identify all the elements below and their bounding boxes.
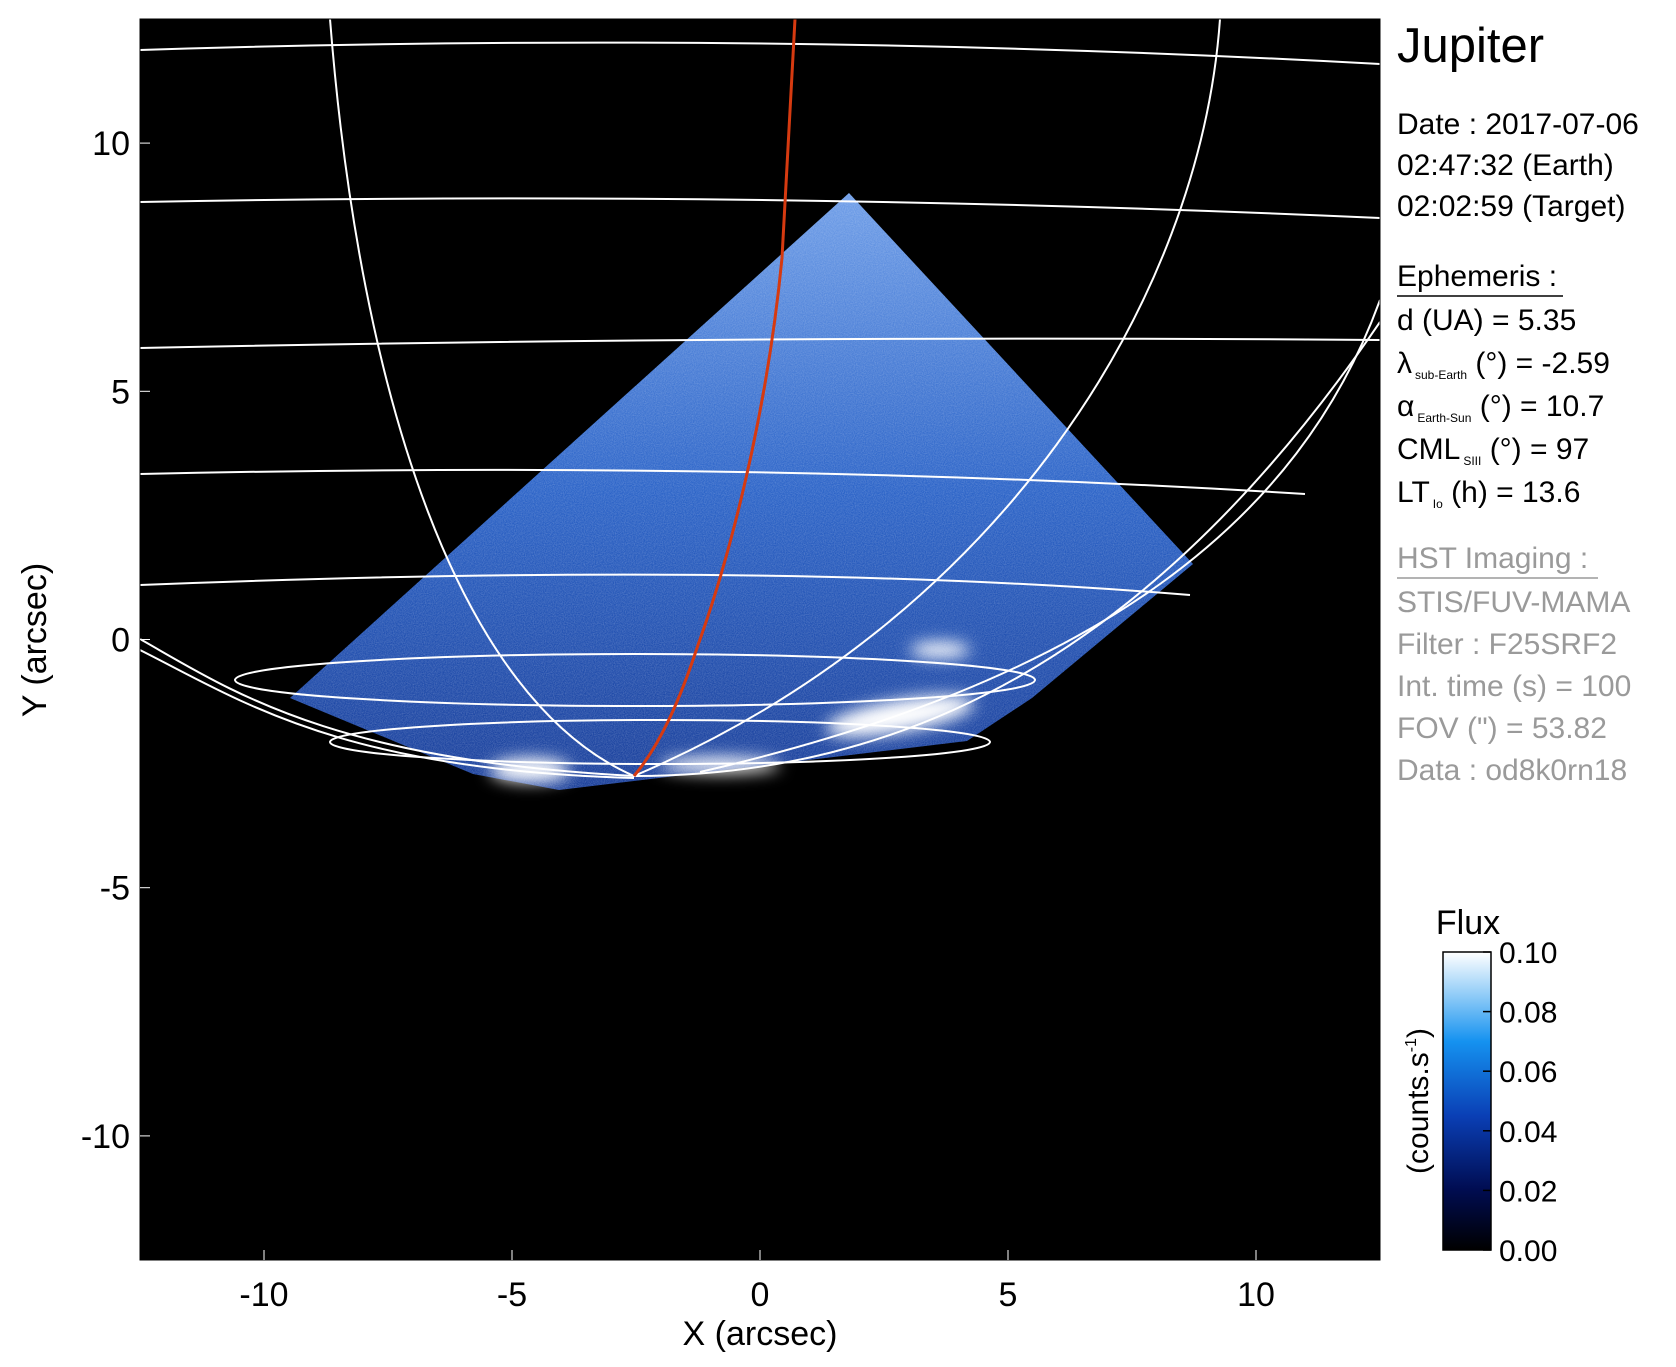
ephemeris-symbol: d (UA) = 5.35 (1397, 304, 1576, 337)
colorbar-tick-label: 0.06 (1499, 1056, 1557, 1089)
ephemeris-line: CML SIII (°) = 97 (1397, 433, 1589, 468)
colorbar-tick-label: 0.10 (1499, 937, 1557, 970)
image-panel (140, 19, 1380, 1260)
y-tick-label: -10 (81, 1118, 130, 1156)
colorbar-tick-label: 0.00 (1499, 1235, 1557, 1268)
x-tick-label: -5 (497, 1276, 527, 1314)
colorbar-tick-label: 0.04 (1499, 1116, 1557, 1149)
date-line: 02:47:32 (Earth) (1397, 149, 1614, 182)
planet-grid (140, 19, 1380, 779)
colorbar-tick-label: 0.08 (1499, 997, 1557, 1030)
y-tick-label: 5 (111, 373, 130, 411)
ephemeris-subscript: sub-Earth (1415, 368, 1467, 382)
ephemeris-line: λ sub-Earth (°) = -2.59 (1397, 347, 1610, 382)
ephemeris-symbol: λ (1397, 347, 1412, 380)
hst-line: FOV (") = 53.82 (1397, 712, 1607, 745)
y-tick-label: 0 (111, 622, 130, 660)
date-line: Date : 2017-07-06 (1397, 108, 1639, 141)
ephemeris-list: d (UA) = 5.35 λ sub-Earth (°) = -2.59 α Eart… (1397, 304, 1610, 511)
colorbar (1442, 951, 1492, 1251)
ephemeris-value: (°) = 10.7 (1471, 390, 1604, 423)
hst-heading: HST Imaging : (1397, 542, 1588, 575)
y-tick-label: -5 (100, 870, 130, 908)
ephemeris-value: (°) = -2.59 (1467, 347, 1610, 380)
colorbar-unit: (counts.s-1) (1402, 1028, 1435, 1174)
ephemeris-value: (°) = 97 (1481, 433, 1589, 466)
ephemeris-value: (h) = 13.6 (1443, 476, 1581, 509)
ephemeris-symbol: CML (1397, 433, 1460, 466)
ephemeris-symbol: LT (1397, 476, 1430, 509)
hst-line: Int. time (s) = 100 (1397, 670, 1631, 703)
ephemeris-line: d (UA) = 5.35 (1397, 304, 1576, 337)
unit-text: (counts.s (1402, 1052, 1435, 1174)
hst-line: Data : od8k0rn18 (1397, 754, 1627, 787)
x-tick-label: 0 (751, 1276, 770, 1314)
chart-title: Jupiter (1397, 19, 1544, 73)
y-tick-label: 10 (92, 125, 130, 163)
ephemeris-line: LT Io (h) = 13.6 (1397, 476, 1580, 511)
ephemeris-heading: Ephemeris : (1397, 260, 1557, 293)
unit-sup: -1 (1403, 1038, 1420, 1052)
x-tick-label: 5 (999, 1276, 1018, 1314)
magnetic-footprint (632, 19, 797, 777)
colorbar-tick-label: 0.02 (1499, 1175, 1557, 1208)
y-axis-label: Y (arcsec) (16, 563, 54, 717)
ephemeris-line: α Earth-Sun (°) = 10.7 (1397, 390, 1604, 425)
colorbar-label: Flux (1436, 904, 1500, 942)
hst-list: STIS/FUV-MAMA Filter : F25SRF2 Int. time (… (1397, 586, 1631, 787)
x-tick-label: -10 (239, 1276, 288, 1314)
date-line: 02:02:59 (Target) (1397, 190, 1625, 223)
ephemeris-symbol: α (1397, 390, 1414, 423)
ephemeris-subscript: Earth-Sun (1417, 411, 1471, 425)
hst-line: Filter : F25SRF2 (1397, 628, 1617, 661)
unit-text: ) (1402, 1028, 1435, 1038)
x-axis-label: X (arcsec) (683, 1315, 838, 1353)
ephemeris-subscript: SIII (1463, 454, 1481, 468)
hst-line: STIS/FUV-MAMA (1397, 586, 1630, 619)
ephemeris-subscript: Io (1433, 497, 1443, 511)
x-tick-label: 10 (1237, 1276, 1275, 1314)
